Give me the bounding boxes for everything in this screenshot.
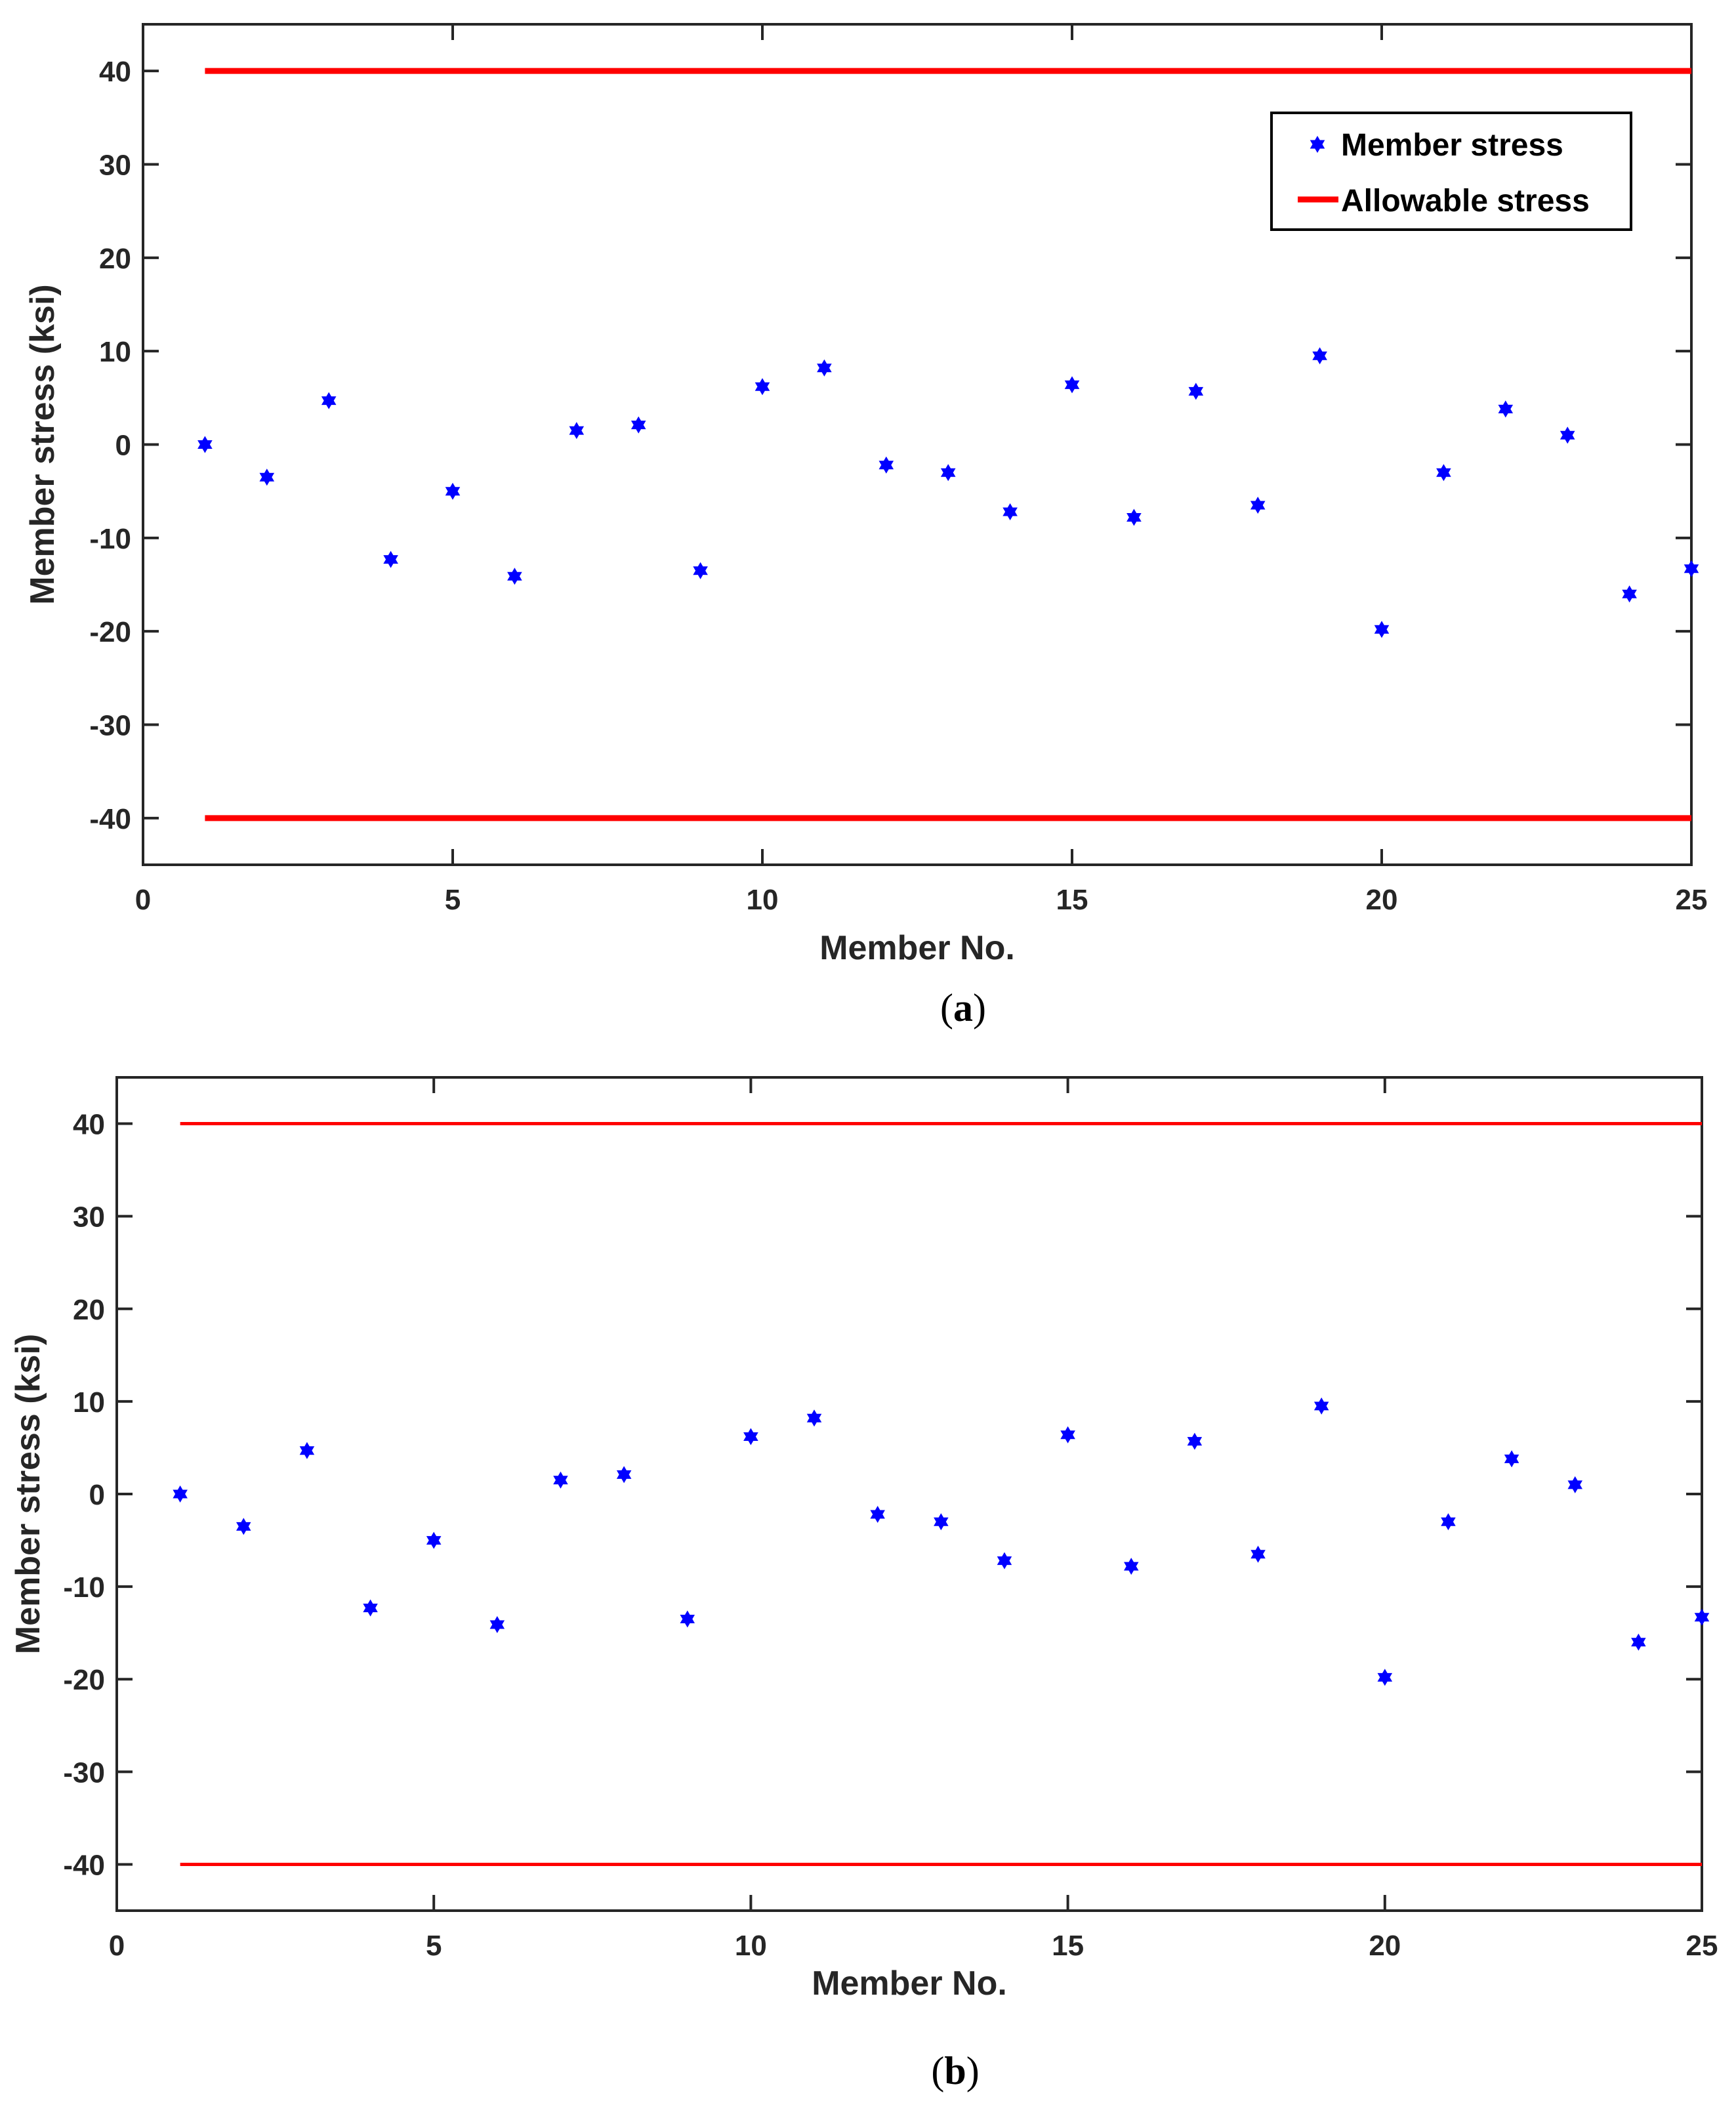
figure-caption: (b) [931,2049,979,2092]
y-tick-label: 30 [99,150,131,182]
x-tick-label: 20 [1366,884,1398,916]
caption-letter: b [944,2049,966,2092]
y-tick-label: 10 [73,1386,105,1419]
y-tick-label: -10 [89,523,131,555]
legend-marker-member-stress [1310,136,1325,153]
data-point-member-1 [173,1485,188,1503]
y-tick-label: 10 [99,336,131,368]
x-tick-label: 10 [747,884,779,916]
data-point-member-13 [934,1513,949,1531]
data-point-member-1 [197,436,213,453]
data-point-member-21 [1436,464,1451,482]
data-point-member-3 [299,1442,315,1459]
y-tick-label: -40 [63,1849,105,1881]
data-point-member-19 [1313,1397,1329,1415]
data-point-member-8 [630,416,646,434]
data-point-member-19 [1312,347,1327,365]
data-point-member-10 [743,1428,758,1445]
data-point-member-20 [1377,1669,1393,1686]
data-point-member-9 [680,1610,695,1628]
data-point-member-4 [383,550,398,568]
data-point-member-14 [997,1552,1012,1569]
y-tick-label: 0 [89,1479,105,1511]
data-point-member-16 [1124,1558,1139,1575]
data-point-member-5 [426,1531,442,1549]
data-point-member-12 [878,456,894,474]
data-point-member-3 [321,392,337,409]
caption-paren-close: ) [973,986,986,1029]
data-point-member-2 [236,1518,251,1535]
data-point-member-16 [1126,509,1142,526]
x-tick-label: 15 [1052,1930,1084,1962]
data-point-member-23 [1560,426,1575,444]
data-point-member-25 [1684,560,1699,577]
data-point-member-11 [817,359,832,377]
data-point-member-24 [1631,1633,1646,1651]
y-tick-label: -10 [63,1571,105,1604]
x-axis-title: Member No. [819,929,1015,967]
y-tick-label: 40 [99,56,131,88]
x-tick-label: 20 [1369,1930,1401,1962]
y-axis-title: Member stress (ksi) [24,284,62,604]
x-tick-label: 5 [426,1930,442,1962]
data-point-member-17 [1187,1432,1203,1450]
data-point-member-22 [1498,400,1514,418]
data-point-member-15 [1060,1426,1075,1443]
caption-paren-open: ( [931,2049,944,2092]
x-tick-label: 0 [135,884,151,916]
y-tick-label: -20 [89,616,131,648]
data-point-member-14 [1002,503,1018,520]
x-tick-label: 0 [109,1930,125,1962]
y-tick-label: -30 [89,710,131,742]
y-tick-label: -40 [89,803,131,835]
plot-frame [115,1076,1703,1912]
y-tick-label: 30 [73,1201,105,1234]
data-point-member-6 [489,1616,505,1633]
data-point-member-8 [616,1466,632,1484]
data-point-member-10 [754,378,770,396]
chart-a: 0 5 10 15 20 25 -40 -30 -20 -10 0 10 20 30 40 Member No… [24,23,1708,1029]
data-point-member-7 [553,1471,568,1489]
data-point-member-17 [1188,383,1204,400]
data-point-member-5 [445,482,461,500]
x-tick-label: 15 [1056,884,1088,916]
x-axis-title: Member No. [812,1964,1007,2003]
x-tick-label: 25 [1686,1930,1718,1962]
y-tick-label: -20 [63,1664,105,1696]
legend-label-allowable-stress: Allowable stress [1341,184,1590,218]
data-point-member-4 [363,1599,378,1617]
data-point-member-13 [940,464,956,482]
data-point-member-11 [806,1409,822,1427]
caption-letter: a [953,986,973,1029]
data-point-member-21 [1441,1513,1456,1531]
y-tick-label: 20 [73,1294,105,1326]
x-tick-label: 25 [1676,884,1708,916]
data-point-member-12 [870,1506,885,1523]
data-point-member-6 [507,568,522,585]
y-axis-title: Member stress (ksi) [9,1334,47,1654]
data-point-member-22 [1504,1450,1519,1468]
data-point-member-9 [693,562,708,579]
data-point-member-18 [1250,1545,1266,1563]
y-tick-label: 20 [99,243,131,275]
data-point-member-23 [1567,1476,1582,1493]
x-tick-label: 5 [445,884,461,916]
x-tick-label: 10 [735,1930,767,1962]
y-tick-label: 0 [115,430,131,462]
data-point-member-25 [1694,1608,1710,1626]
figure-caption: (a) [940,986,986,1029]
y-tick-label: 40 [73,1109,105,1141]
legend-label-member-stress: Member stress [1341,128,1563,163]
legend-box [1270,112,1632,231]
chart-b: 0 5 10 15 20 25 -40 -30 -20 -10 0 10 20 30 40 Member No… [9,1076,1718,2092]
y-tick-label: -30 [63,1756,105,1789]
data-point-member-18 [1250,497,1266,514]
data-point-member-2 [259,468,275,486]
data-point-member-24 [1622,585,1637,603]
data-point-member-20 [1374,621,1390,638]
data-point-member-15 [1064,376,1080,394]
caption-paren-close: ) [966,2049,980,2092]
data-point-member-7 [569,422,585,440]
caption-paren-open: ( [940,986,953,1029]
